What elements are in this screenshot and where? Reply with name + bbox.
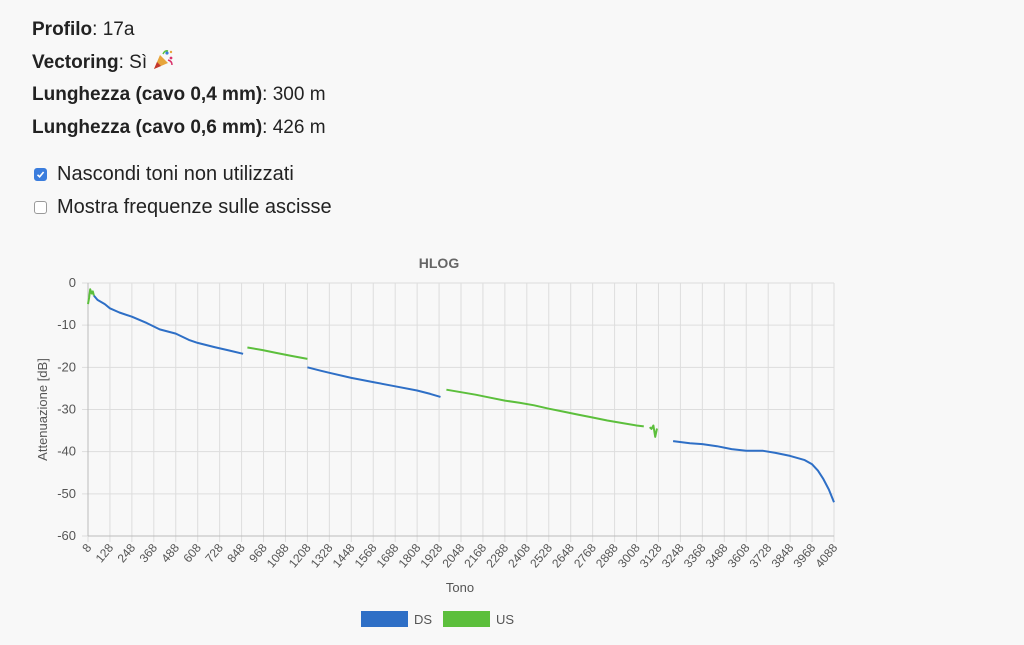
x-tick-label: 2888	[593, 541, 621, 571]
x-tick-label: 248	[115, 541, 139, 566]
x-tick-label: 2408	[505, 541, 533, 571]
length-04-row: Lunghezza (cavo 0,4 mm): 300 m	[32, 84, 326, 105]
x-tick-label: 848	[224, 541, 248, 566]
legend-label-ds: DS	[414, 612, 432, 627]
x-tick-label: 2288	[483, 541, 511, 571]
legend-swatch-us	[443, 611, 490, 627]
series-line-us	[87, 288, 95, 305]
profile-value: 17a	[102, 19, 135, 40]
series-line-ds	[672, 440, 835, 503]
profile-label: Profilo	[32, 19, 93, 40]
x-tick-label: 3728	[747, 541, 775, 571]
chart-title: HLOG	[419, 255, 460, 271]
x-tick-label: 1448	[330, 541, 358, 571]
length-06-row: Lunghezza (cavo 0,6 mm): 426 m	[32, 116, 326, 138]
x-tick-label: 2168	[461, 541, 489, 571]
x-tick-label: 608	[180, 541, 204, 566]
y-axis-label: Attenuazione [dB]	[35, 358, 50, 461]
x-tick-label: 488	[158, 541, 182, 566]
y-tick-label: -60	[57, 528, 76, 543]
x-tick-label: 3488	[703, 541, 731, 571]
vectoring-row: Vectoring: Sì	[32, 47, 326, 80]
legend-swatch-ds	[361, 611, 408, 627]
party-popper-icon	[152, 49, 174, 71]
length-06-label: Lunghezza (cavo 0,6 mm)	[32, 116, 263, 138]
y-tick-label: -40	[57, 444, 76, 459]
x-tick-label: 128	[93, 541, 117, 566]
hide-unused-tones-checkbox[interactable]	[34, 168, 47, 181]
x-tick-label: 3248	[659, 541, 687, 571]
length-06-value: 426 m	[272, 116, 326, 138]
x-tick-label: 3128	[637, 541, 665, 571]
x-tick-label: 1208	[286, 541, 314, 571]
x-tick-label: 1088	[264, 541, 292, 571]
legend-label-us: US	[496, 612, 514, 627]
series-line-us	[247, 346, 308, 360]
x-tick-label: 2048	[439, 541, 467, 571]
x-tick-label: 8	[79, 541, 94, 555]
y-tick-label: -30	[57, 402, 76, 417]
x-tick-label: 3008	[615, 541, 643, 571]
x-tick-label: 1568	[352, 541, 380, 571]
x-tick-label: 1688	[374, 541, 402, 571]
show-frequencies-checkbox[interactable]	[34, 201, 47, 214]
x-tick-label: 2648	[549, 541, 577, 571]
x-tick-label: 3968	[790, 541, 818, 571]
x-tick-label: 4088	[812, 541, 840, 571]
profile-row: Profilo: 17a	[32, 19, 135, 40]
y-tick-label: 0	[69, 275, 76, 290]
hlog-chart: 8128248368488608728848968108812081328144…	[35, 255, 841, 627]
x-tick-label: 3608	[725, 541, 753, 571]
x-tick-label: 2528	[527, 541, 555, 571]
vectoring-value: Sì	[129, 51, 148, 73]
x-tick-label: 368	[137, 541, 161, 566]
line-info: Profilo: 17a Vectoring: Sì Lunghezza (ca…	[32, 14, 326, 144]
series-line-us	[649, 424, 658, 438]
x-tick-label: 2768	[571, 541, 599, 571]
hide-unused-tones-option[interactable]: Nascondi toni non utilizzati	[34, 158, 332, 191]
y-tick-label: -10	[57, 317, 76, 332]
length-04-label: Lunghezza (cavo 0,4 mm)	[32, 84, 263, 105]
x-tick-label: 1328	[308, 541, 336, 571]
show-frequencies-label: Mostra frequenze sulle ascisse	[57, 196, 332, 218]
check-icon	[36, 171, 45, 178]
x-tick-label: 728	[202, 541, 226, 566]
series-line-ds	[93, 294, 244, 355]
series-line-ds	[307, 366, 441, 398]
series-line-us	[446, 388, 644, 428]
length-04-value: 300 m	[272, 84, 326, 105]
x-axis-label: Tono	[446, 580, 474, 595]
y-tick-label: -50	[57, 486, 76, 501]
chart-options: Nascondi toni non utilizzati Mostra freq…	[34, 158, 332, 224]
vectoring-label: Vectoring	[32, 51, 119, 73]
show-frequencies-option[interactable]: Mostra frequenze sulle ascisse	[34, 191, 332, 224]
x-tick-label: 3848	[769, 541, 797, 571]
hide-unused-tones-label: Nascondi toni non utilizzati	[57, 163, 294, 185]
x-tick-label: 3368	[681, 541, 709, 571]
x-tick-label: 1928	[417, 541, 445, 571]
y-tick-label: -20	[57, 359, 76, 374]
x-tick-label: 1808	[396, 541, 424, 571]
